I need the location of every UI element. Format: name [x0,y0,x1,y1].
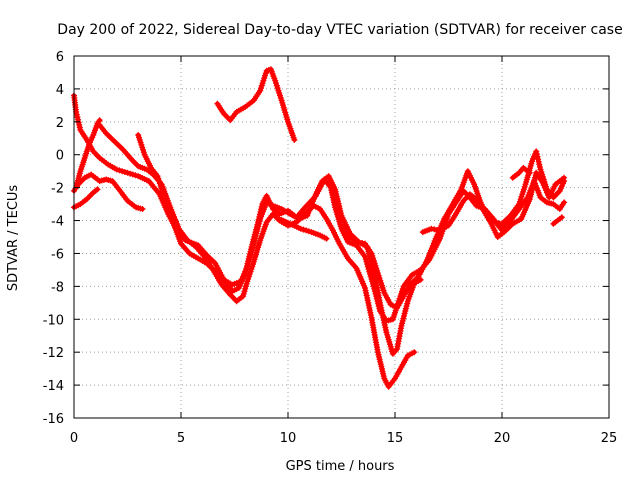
series-track-10 [419,169,568,240]
data-point [297,225,304,232]
series-markers [214,66,298,143]
data-point [323,235,330,242]
series-markers [276,215,330,242]
x-tick-label: 25 [601,431,618,446]
data-point [526,169,533,176]
data-point [558,214,565,221]
data-point [124,169,131,176]
y-axis-label: SDTVAR / TECUs [6,185,21,292]
series-markers [419,169,568,240]
series-track-3 [71,186,101,211]
series-markers [550,214,565,227]
x-tick-label: 15 [387,431,404,446]
y-tick-label: 0 [56,149,64,164]
grid [74,56,609,418]
series-track-11 [509,164,533,181]
data-point [116,167,123,174]
series-markers [71,171,146,212]
y-tick-label: -6 [51,247,64,262]
data-point [121,169,128,175]
x-tick-label: 20 [494,431,511,446]
series-track-12 [550,214,565,227]
y-tick-label: -12 [43,346,64,361]
series-track-8 [214,66,298,143]
y-tick-label: -16 [43,412,64,427]
data-point [291,136,298,143]
data-point [129,171,136,178]
data-point [303,227,310,234]
series-track-4 [73,117,103,191]
y-tick-label: 6 [56,50,64,65]
y-tick-label: -14 [43,379,64,394]
data-point [119,168,126,175]
series-layer [71,66,568,390]
chart-title: Day 200 of 2022, Sidereal Day-to-day VTE… [57,22,622,38]
data-point [300,226,307,233]
data-point [113,166,120,173]
y-tick-label: 2 [56,116,64,131]
data-point [94,186,101,193]
x-tick-label: 5 [177,431,185,446]
y-tick-label: -8 [51,280,64,295]
series-markers [135,132,424,357]
y-tick-label: 4 [56,83,64,98]
plot-frame [73,55,610,419]
data-point [561,174,568,181]
data-point [561,199,568,206]
data-point [411,349,418,356]
x-axis-label: GPS time / hours [286,459,395,474]
tick-marks [73,55,610,419]
x-tick-label: 0 [70,431,78,446]
y-tick-label: -4 [51,215,64,230]
series-track-9 [340,148,568,311]
series-markers [71,186,101,211]
data-point [132,172,139,179]
series-track-2 [71,171,146,212]
x-tick-label: 10 [280,431,297,446]
series-markers [73,117,103,191]
series-line [510,165,533,181]
y-tick-label: -10 [43,313,64,328]
data-point [139,206,146,212]
y-tick-label: -2 [51,182,64,197]
series-track-6 [135,132,424,357]
series-track-7 [276,215,330,242]
series-markers [509,164,533,181]
data-point [417,276,424,283]
